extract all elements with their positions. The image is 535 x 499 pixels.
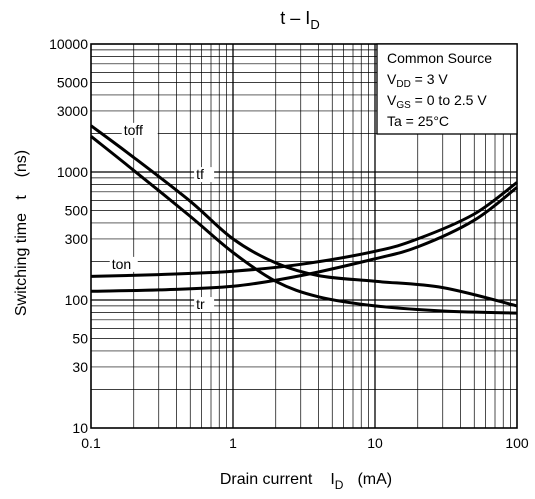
condition-line: Ta = 25°C xyxy=(387,113,449,129)
conditions-box-frame xyxy=(376,43,518,135)
series-label-ton: ton xyxy=(112,256,131,272)
x-tick-label: 10 xyxy=(367,435,383,451)
series-line-ton xyxy=(90,181,518,278)
series-label-tr: tr xyxy=(196,296,205,312)
series-lines xyxy=(90,124,518,315)
y-tick-label: 500 xyxy=(65,203,89,219)
series-label-toff: toff xyxy=(124,122,143,138)
series-label-bg xyxy=(121,122,158,138)
conditions-legend: Common Source VDD = 3 V VGS = 0 to 2.5 V Ta… xyxy=(376,43,518,135)
x-axis-label: Drain current ID (mA) xyxy=(220,471,392,492)
series-line-tr xyxy=(90,186,518,293)
chart-title: t – ID xyxy=(280,8,319,32)
condition-line: VGS = 0 to 2.5 V xyxy=(387,92,487,111)
y-tick-label: 1000 xyxy=(57,164,88,180)
series-label-tf: tf xyxy=(196,166,204,182)
y-tick-label: 100 xyxy=(65,292,89,308)
series-line-toff xyxy=(90,124,518,308)
plot-frame xyxy=(90,43,518,429)
x-tick-label: 100 xyxy=(505,435,529,451)
series-label-bg xyxy=(109,256,138,272)
y-tick-label: 10 xyxy=(72,420,88,436)
y-tick-labels: 10000 5000 3000 1000 500 300 100 50 30 10 xyxy=(49,36,88,436)
x-tick-label: 1 xyxy=(229,435,237,451)
condition-line: VDD = 3 V xyxy=(387,71,448,90)
y-tick-label: 50 xyxy=(72,331,88,347)
condition-line: Common Source xyxy=(387,50,492,66)
y-tick-label: 10000 xyxy=(49,36,88,52)
x-tick-label: 0.1 xyxy=(81,435,101,451)
y-tick-label: 300 xyxy=(65,231,89,247)
series-label-bg xyxy=(194,297,215,313)
series-labels: toff tf ton tr xyxy=(109,122,215,313)
y-tick-label: 5000 xyxy=(57,75,88,91)
y-tick-label: 30 xyxy=(72,359,88,375)
y-tick-label: 3000 xyxy=(57,103,88,119)
x-tick-labels: 0.1 1 10 100 xyxy=(81,435,529,451)
y-axis-label: Switching time t (ns) xyxy=(13,150,30,316)
series-label-bg xyxy=(194,167,215,183)
